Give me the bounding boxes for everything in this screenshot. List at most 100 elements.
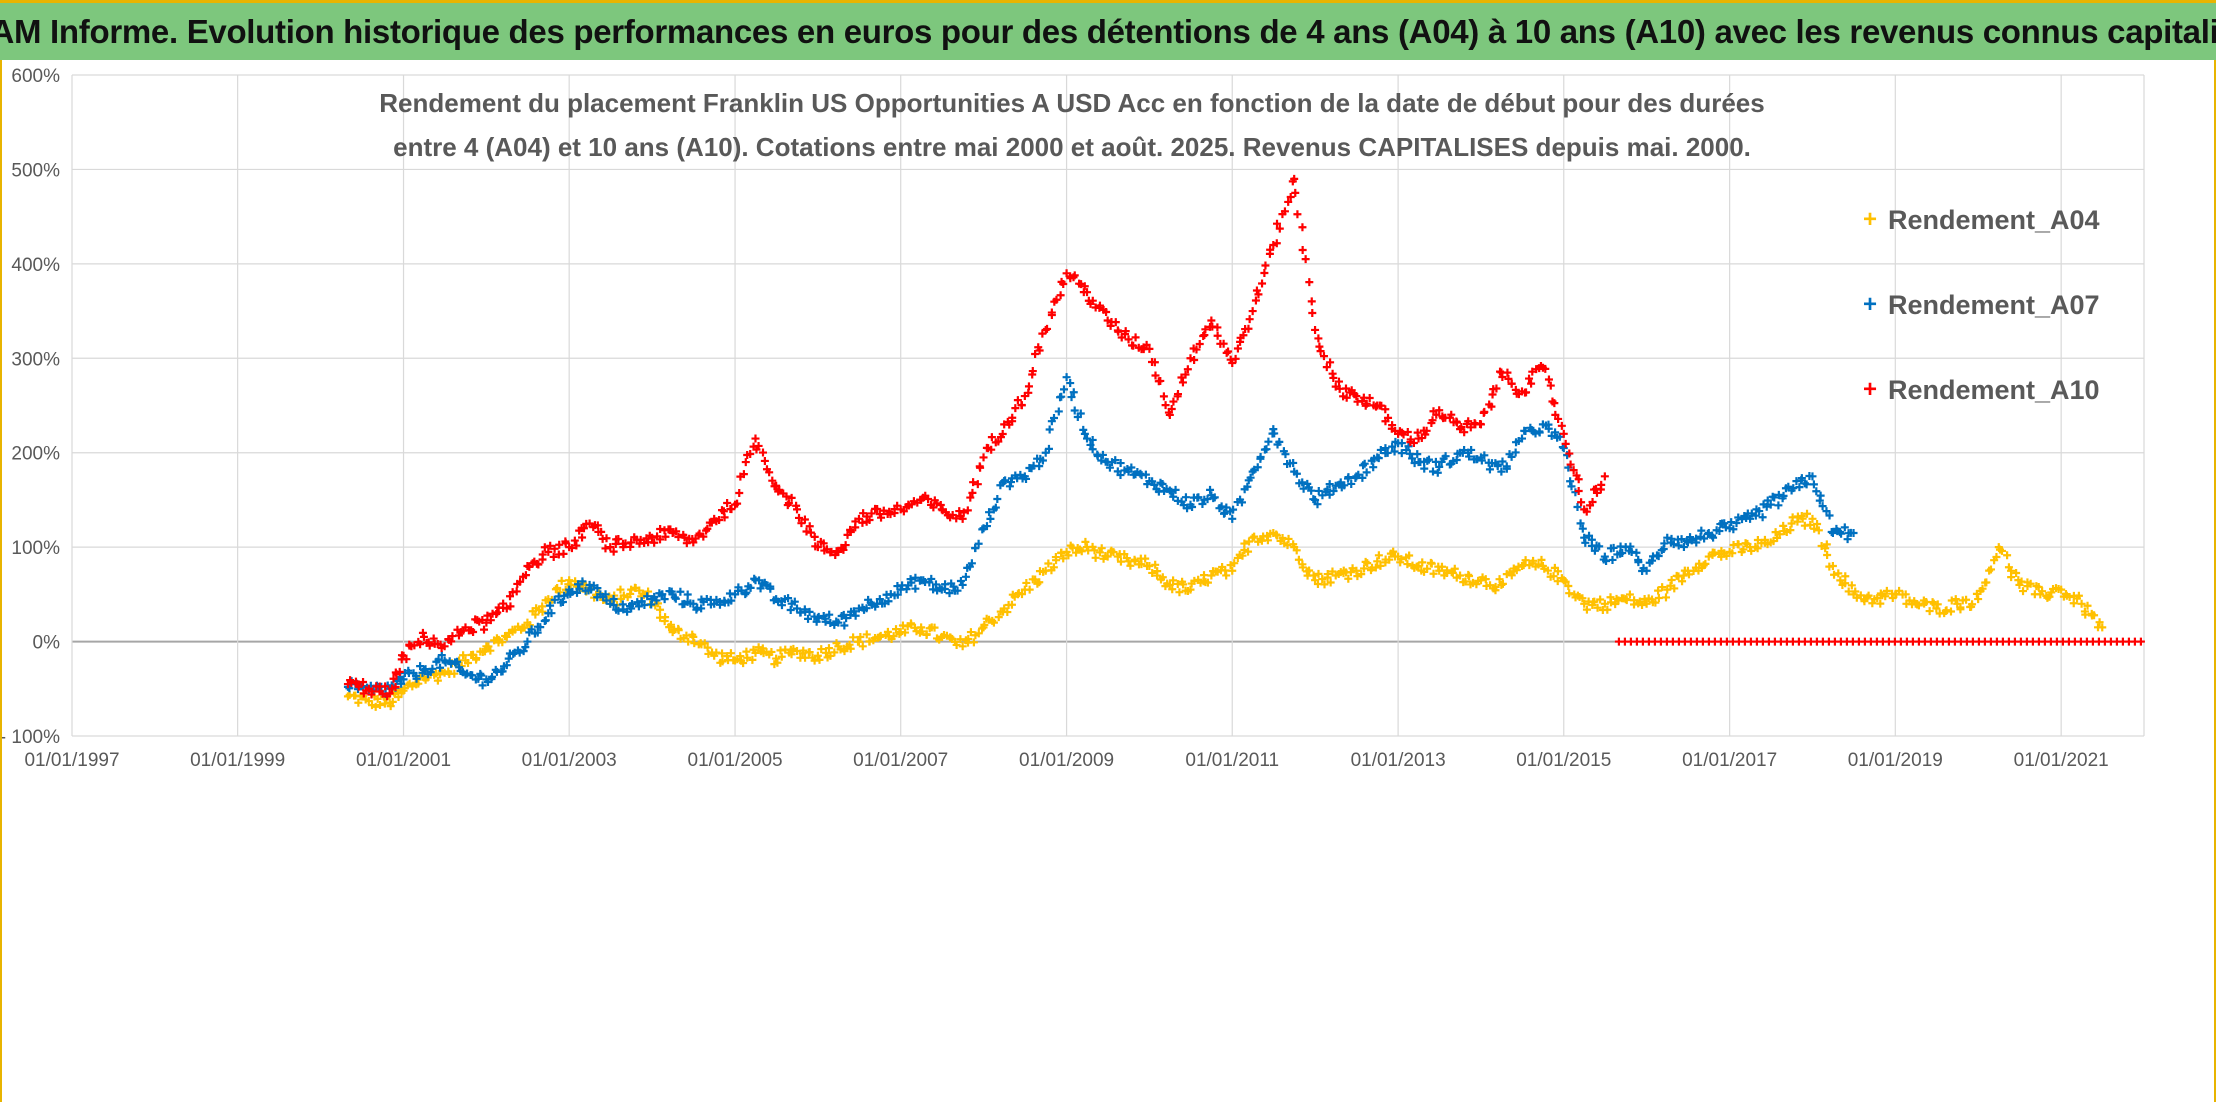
data-point: [1175, 588, 1184, 597]
data-point: [746, 450, 755, 459]
x-tick-label: 01/01/2011: [1185, 750, 1279, 771]
data-point: [1452, 418, 1461, 427]
data-point: [1947, 596, 1956, 605]
data-point: [1169, 492, 1178, 501]
data-point: [1642, 599, 1651, 608]
data-point: [682, 539, 691, 548]
data-point: [376, 701, 385, 710]
data-point: [1224, 347, 1233, 356]
data-point: [725, 589, 734, 598]
data-point: [1511, 448, 1520, 457]
data-point: [1362, 399, 1371, 408]
data-point: [1286, 192, 1295, 201]
data-point: [434, 655, 443, 664]
data-point: [546, 601, 555, 610]
data-point: [1076, 409, 1085, 418]
data-point: [519, 647, 528, 656]
data-point: [661, 613, 670, 622]
data-point: [1450, 564, 1459, 573]
data-point: [832, 547, 841, 556]
data-point: [640, 600, 649, 609]
data-point: [748, 655, 757, 664]
data-point: [1851, 587, 1860, 596]
data-point: [1305, 566, 1314, 575]
data-point: [609, 547, 618, 556]
data-point: [1360, 564, 1369, 573]
data-point: [623, 607, 632, 616]
data-point: [846, 527, 855, 536]
data-point: [751, 434, 760, 443]
data-point: [998, 430, 1007, 438]
data-point: [911, 573, 920, 582]
data-point: [1728, 549, 1737, 558]
data-point: [978, 525, 987, 534]
data-point: [1141, 470, 1150, 479]
data-point: [1038, 329, 1047, 338]
data-point: [1116, 471, 1125, 480]
y-tick-label: 600%: [11, 66, 60, 87]
data-point: [1582, 507, 1591, 516]
data-point: [1374, 551, 1383, 560]
data-point: [1222, 571, 1231, 580]
data-point: [1253, 463, 1262, 472]
data-point: [656, 605, 665, 614]
data-point: [1534, 560, 1543, 569]
data-point: [1320, 580, 1329, 589]
data-point: [1514, 390, 1523, 399]
data-point: [806, 528, 815, 537]
data-point: [1237, 498, 1246, 507]
data-point: [433, 676, 442, 685]
data-point: [961, 572, 970, 581]
data-point: [1325, 480, 1334, 489]
data-point: [735, 488, 744, 497]
data-point: [1385, 555, 1394, 564]
data-point: [1397, 439, 1406, 448]
data-point: [395, 667, 404, 676]
data-point: [1307, 486, 1316, 495]
data-point: [538, 602, 547, 611]
data-point: [1043, 324, 1052, 333]
data-point: [1005, 482, 1014, 491]
data-point: [858, 642, 867, 651]
y-tick-label: 300%: [11, 349, 60, 370]
data-point: [540, 543, 549, 552]
data-point: [1314, 569, 1323, 578]
data-point: [1254, 290, 1263, 299]
data-point: [1582, 605, 1591, 614]
data-point: [1399, 430, 1408, 439]
data-point: [1024, 382, 1033, 391]
data-point: [1480, 451, 1489, 460]
data-point: [1678, 577, 1687, 586]
data-point: [1028, 367, 1037, 376]
data-point: [1739, 545, 1748, 554]
data-point: [1413, 428, 1422, 437]
data-point: [1721, 523, 1730, 532]
data-point: [1086, 440, 1095, 449]
data-point: [1834, 569, 1843, 578]
data-point: [1098, 450, 1107, 459]
data-point: [484, 642, 493, 651]
data-point: [656, 524, 665, 533]
x-tick-label: 01/01/2013: [1351, 750, 1446, 771]
data-point: [472, 654, 481, 663]
data-point: [799, 646, 808, 655]
data-point: [1258, 279, 1267, 288]
data-point: [766, 584, 775, 593]
data-point: [1272, 239, 1281, 248]
x-tick-label: 01/01/2003: [522, 750, 617, 771]
data-point: [572, 541, 581, 550]
data-point: [1049, 563, 1058, 572]
data-point: [1433, 468, 1442, 477]
data-point: [1288, 177, 1297, 186]
data-point: [987, 445, 996, 454]
data-point: [707, 518, 716, 527]
data-point: [1823, 551, 1832, 560]
data-point: [760, 456, 769, 465]
data-point: [1847, 581, 1856, 590]
data-point: [819, 539, 828, 548]
data-point: [1485, 465, 1494, 474]
data-point: [498, 667, 507, 676]
data-point: [1669, 540, 1678, 549]
data-point: [1298, 478, 1307, 487]
data-point: [756, 584, 765, 593]
